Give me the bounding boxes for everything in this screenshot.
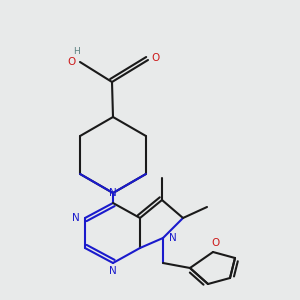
- Text: N: N: [169, 233, 177, 243]
- Text: O: O: [212, 238, 220, 248]
- Text: O: O: [68, 57, 76, 67]
- Text: H: H: [74, 47, 80, 56]
- Text: O: O: [152, 53, 160, 63]
- Text: N: N: [72, 213, 80, 223]
- Text: N: N: [109, 266, 117, 276]
- Text: N: N: [109, 188, 117, 198]
